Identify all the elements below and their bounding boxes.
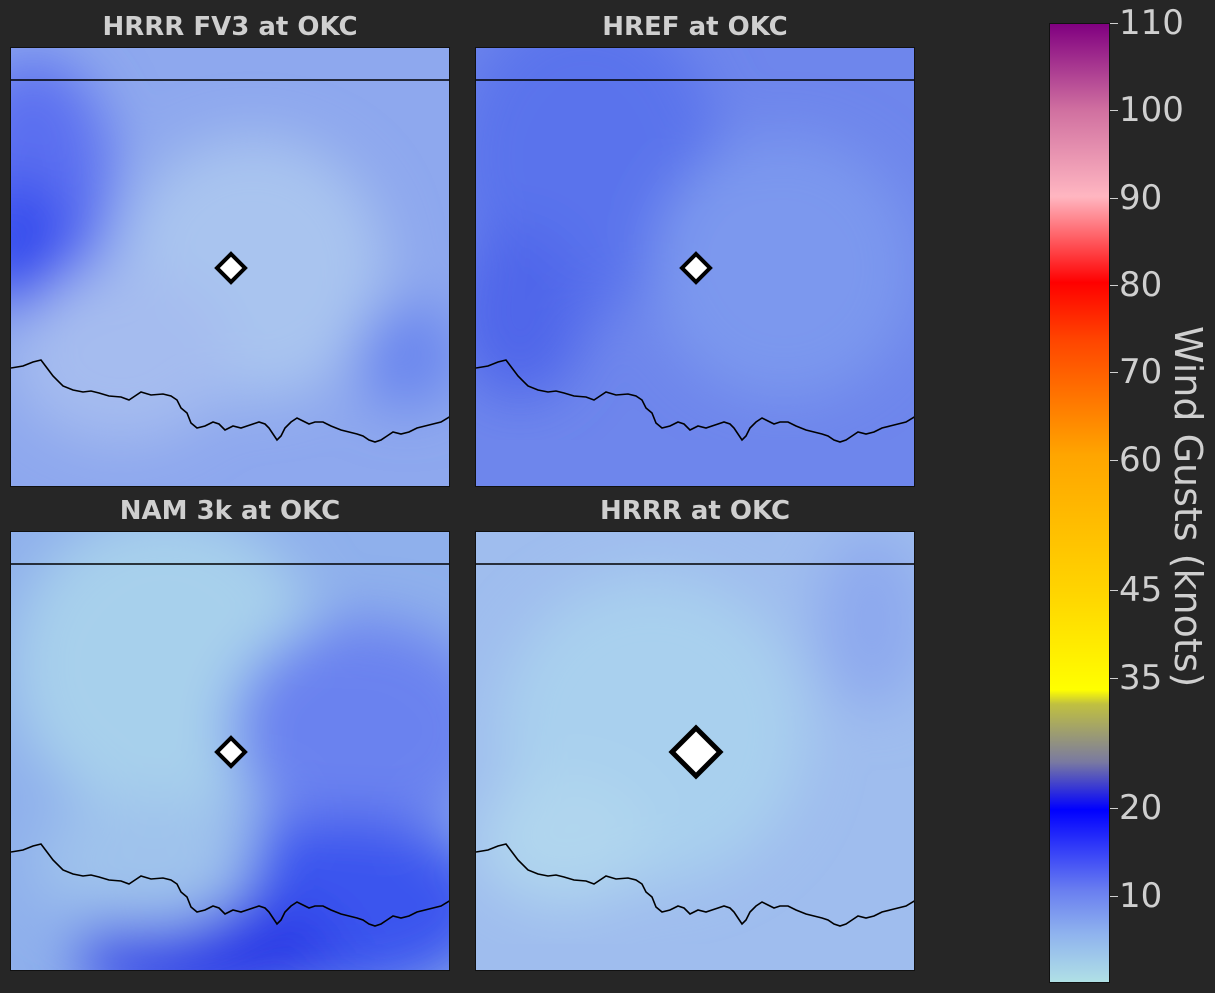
colorbar-tick: [1110, 23, 1118, 24]
wind-blotch: [819, 532, 914, 708]
colorbar-tick: [1110, 459, 1118, 461]
panel-title-1: HRRR FV3 at OKC: [102, 12, 358, 42]
colorbar-label: Wind Gusts (knots): [1166, 326, 1210, 688]
colorbar-tick: [1110, 590, 1118, 592]
colorbar-tick-label: 90: [1119, 177, 1163, 218]
okc-location-marker: [668, 724, 724, 780]
colorbar-tick-label: 45: [1119, 570, 1163, 611]
colorbar-tick: [1110, 895, 1118, 897]
colorbar: [1049, 23, 1110, 983]
okc-location-marker: [679, 251, 713, 285]
colorbar-tick-label: 60: [1119, 439, 1163, 480]
field-shading: [476, 48, 914, 400]
red-river-border: [11, 359, 449, 443]
map-panel-2: [475, 47, 915, 487]
wind-blotch: [33, 796, 253, 928]
colorbar-tick-label: 35: [1119, 657, 1163, 698]
map-svg-4: [476, 532, 914, 970]
colorbar-tick-label: 100: [1119, 90, 1184, 131]
colorbar-tick-label: 10: [1119, 875, 1163, 916]
okc-location-marker: [214, 251, 248, 285]
panel-title-3: NAM 3k at OKC: [119, 496, 341, 526]
colorbar-tick: [1110, 372, 1118, 374]
okc-location-marker: [214, 735, 248, 769]
colorbar-tick: [1110, 197, 1118, 199]
red-river-border: [11, 843, 449, 927]
map-svg-3: [11, 532, 449, 970]
colorbar-tick: [1110, 808, 1118, 810]
map-panel-3: [10, 531, 450, 971]
map-panel-4: [475, 531, 915, 971]
wind-blotch: [652, 136, 914, 400]
red-river-border: [476, 843, 914, 927]
panel-title-2: HREF at OKC: [602, 12, 788, 42]
colorbar-tick: [1110, 110, 1118, 112]
wind-blotch: [354, 303, 449, 409]
panel-title-4: HRRR at OKC: [599, 496, 791, 526]
colorbar-tick-label: 110: [1119, 3, 1184, 43]
field-shading: [11, 56, 449, 444]
wind-blotch: [476, 774, 652, 906]
wind-blotch: [11, 175, 64, 317]
wind-blotch: [11, 268, 231, 444]
colorbar-tick: [1110, 285, 1118, 287]
colorbar-tick-label: 20: [1119, 788, 1163, 829]
map-svg-2: [476, 48, 914, 486]
map-svg-1: [11, 48, 449, 486]
wind-blotch: [476, 224, 586, 400]
colorbar-tick: [1110, 677, 1118, 679]
field-shading: [476, 532, 914, 906]
colorbar-tick-label: 70: [1119, 352, 1163, 393]
wind-blotch: [231, 620, 449, 840]
red-river-border: [476, 359, 914, 443]
map-panel-1: [10, 47, 450, 487]
colorbar-tick-label: 80: [1119, 265, 1163, 306]
